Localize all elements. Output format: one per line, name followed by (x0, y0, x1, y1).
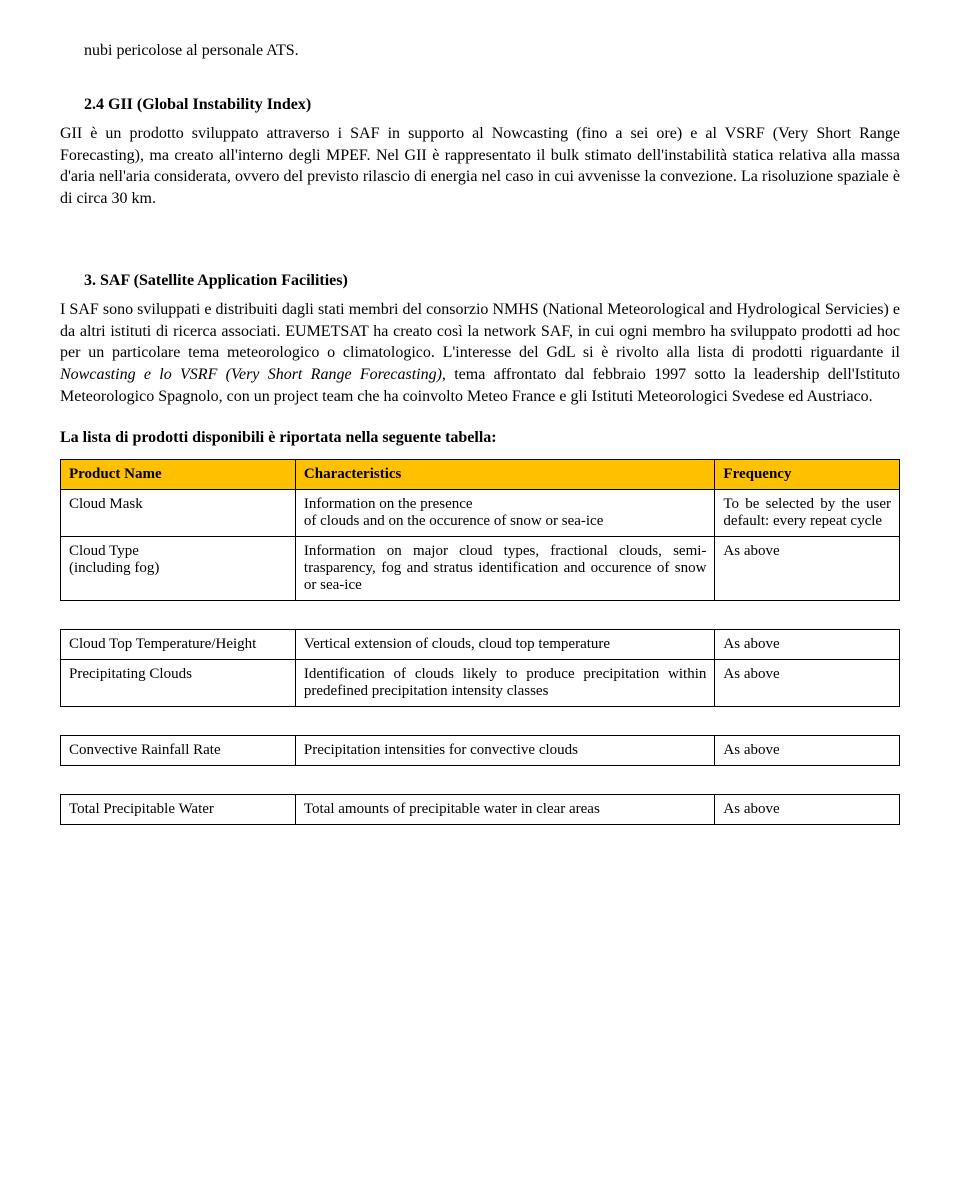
table-row: Cloud Type (including fog) Information o… (61, 536, 900, 600)
table-row: Total Precipitable Water Total amounts o… (61, 794, 900, 824)
cell-product: Precipitating Clouds (61, 659, 296, 706)
section-3-italic: Nowcasting e lo VSRF (Very Short Range F… (60, 366, 442, 383)
section-2-4-body: GII è un prodotto sviluppato attraverso … (60, 123, 900, 209)
cell-frequency: As above (715, 536, 900, 600)
cell-product: Cloud Top Temperature/Height (61, 629, 296, 659)
table-row: Cloud Top Temperature/Height Vertical ex… (61, 629, 900, 659)
products-table-1: Product Name Characteristics Frequency C… (60, 459, 900, 601)
cell-frequency: To be selected by the user default: ever… (715, 489, 900, 536)
cell-frequency: As above (715, 659, 900, 706)
table-header-row: Product Name Characteristics Frequency (61, 459, 900, 489)
section-2-4-title: 2.4 GII (Global Instability Index) (60, 94, 900, 116)
table-row: Precipitating Clouds Identification of c… (61, 659, 900, 706)
cell-text: Information on the presence (304, 496, 473, 512)
products-table-4: Total Precipitable Water Total amounts o… (60, 794, 900, 825)
cell-frequency: As above (715, 735, 900, 765)
cell-characteristics: Vertical extension of clouds, cloud top … (295, 629, 715, 659)
cell-product: Convective Rainfall Rate (61, 735, 296, 765)
section-3-body: I SAF sono sviluppati e distribuiti dagl… (60, 299, 900, 407)
header-frequency: Frequency (715, 459, 900, 489)
cell-text: Cloud Type (69, 543, 139, 559)
table-row: Convective Rainfall Rate Precipitation i… (61, 735, 900, 765)
section-3-body-a: I SAF sono sviluppati e distribuiti dagl… (60, 301, 900, 361)
table-intro: La lista di prodotti disponibili è ripor… (60, 427, 900, 449)
products-table-3: Convective Rainfall Rate Precipitation i… (60, 735, 900, 766)
cell-product: Cloud Mask (61, 489, 296, 536)
cell-text: of clouds and on the occurence of snow o… (304, 513, 603, 529)
cell-characteristics: Total amounts of precipitable water in c… (295, 794, 715, 824)
cell-frequency: As above (715, 794, 900, 824)
cell-characteristics: Identification of clouds likely to produ… (295, 659, 715, 706)
cell-text: (including fog) (69, 560, 159, 576)
products-table-2: Cloud Top Temperature/Height Vertical ex… (60, 629, 900, 707)
top-fragment: nubi pericolose al personale ATS. (60, 40, 900, 62)
cell-product: Total Precipitable Water (61, 794, 296, 824)
section-3-title: 3. SAF (Satellite Application Facilities… (60, 270, 900, 292)
cell-characteristics: Precipitation intensities for convective… (295, 735, 715, 765)
cell-product: Cloud Type (including fog) (61, 536, 296, 600)
cell-characteristics: Information on the presence of clouds an… (295, 489, 715, 536)
cell-characteristics: Information on major cloud types, fracti… (295, 536, 715, 600)
cell-frequency: As above (715, 629, 900, 659)
table-row: Cloud Mask Information on the presence o… (61, 489, 900, 536)
header-product-name: Product Name (61, 459, 296, 489)
header-characteristics: Characteristics (295, 459, 715, 489)
